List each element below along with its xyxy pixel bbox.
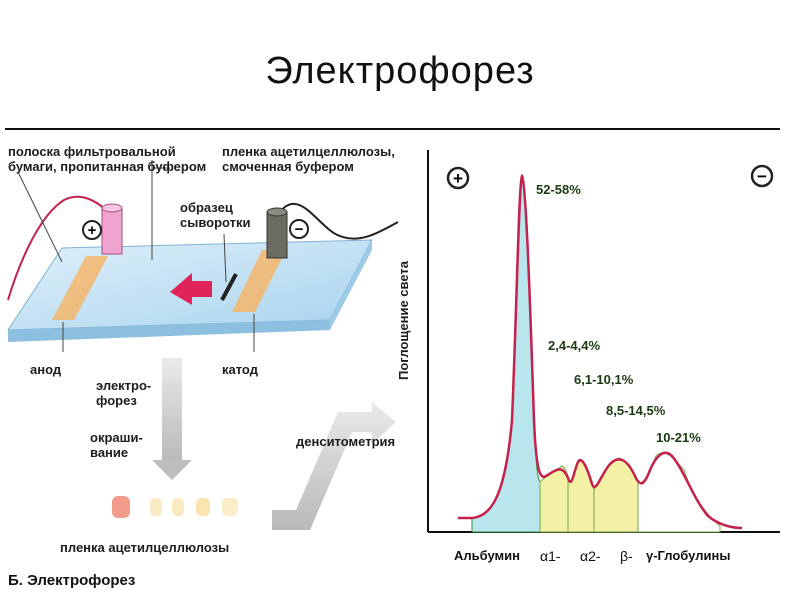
anode-electrode (7, 195, 123, 301)
slide-title: Электрофорез (265, 50, 535, 92)
stained-film-bands (112, 496, 238, 518)
x-label-gamma: γ-Глобулины (646, 548, 731, 563)
leader-lines (17, 160, 255, 352)
fraction-alpha1-percent: 2,4-4,4% (548, 338, 601, 353)
anode-plus-icon: + (82, 220, 102, 240)
filter-strip-anode (52, 256, 108, 320)
x-label-albumin: Альбумин (454, 548, 521, 563)
fraction-gamma-percent: 10-21% (656, 430, 701, 445)
fraction-albumin-percent: 52-58% (536, 182, 581, 197)
process-arrow-down (152, 358, 192, 480)
label-step-staining: окраши-вание (90, 430, 143, 460)
filter-strip-cathode (232, 250, 286, 312)
densitogram-curve (458, 173, 743, 530)
chart-y-axis-label: Поглощение света (396, 261, 411, 380)
label-serum-sample: образец сыворотки (180, 200, 251, 230)
svg-text:+: + (88, 222, 97, 239)
label-step-densitometry: денситометрия (296, 434, 396, 449)
svg-text:−: − (757, 167, 767, 186)
label-cathode: катод (222, 362, 258, 377)
serum-sample-streak (220, 273, 238, 301)
x-label-beta: β- (620, 548, 633, 564)
label-film: пленка ацетилцеллюлозы (60, 540, 230, 555)
chart-minus-pole-icon: − (750, 164, 774, 188)
cathode-minus-icon: − (289, 219, 309, 239)
fraction-fill-albumin (471, 175, 541, 533)
label-filter-strip: полоска фильтровальной бумаги, пропитанн… (8, 144, 207, 174)
migration-arrow (170, 273, 212, 305)
fraction-alpha2-percent: 6,1-10,1% (574, 372, 634, 387)
label-step-electrophoresis: электро-форез (96, 378, 152, 408)
figure-caption: Б. Электрофорез (8, 572, 136, 589)
chart-fraction-fills (471, 175, 721, 533)
label-anode: анод (30, 362, 62, 377)
label-acetate-film: пленка ацетилцеллюлозы, смоченная буферо… (222, 144, 395, 174)
x-label-alpha1: α1- (540, 548, 561, 564)
fraction-fill-alpha2 (567, 459, 595, 533)
fraction-beta-percent: 8,5-14,5% (606, 403, 666, 418)
svg-text:+: + (453, 169, 463, 188)
cathode-electrode (266, 203, 399, 259)
title-divider (5, 128, 780, 130)
svg-text:−: − (295, 221, 304, 238)
x-label-alpha2: α2- (580, 548, 601, 564)
chart-plus-pole-icon: + (446, 166, 470, 190)
densitometry-arrow (272, 402, 396, 530)
